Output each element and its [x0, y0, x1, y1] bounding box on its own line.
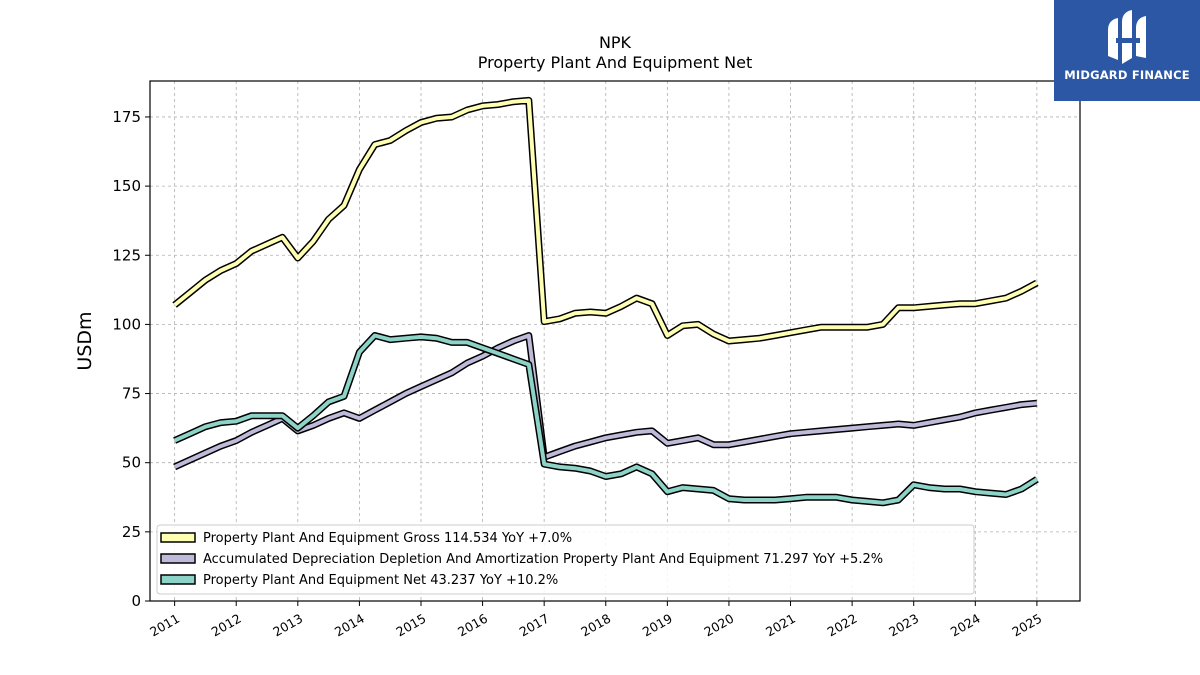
series-lines [172, 96, 1039, 507]
x-tick-label: 2013 [270, 611, 305, 640]
y-tick-label: 75 [122, 385, 141, 403]
legend-box [156, 524, 975, 595]
x-tick-label: 2012 [209, 611, 244, 640]
y-tick-label: 150 [112, 177, 141, 195]
chart-title: NPK [599, 33, 632, 52]
x-tick-label: 2024 [948, 611, 983, 640]
chart-subtitle: Property Plant And Equipment Net [478, 53, 753, 72]
x-tick-label: 2018 [578, 611, 613, 640]
x-tick-label: 2019 [640, 611, 675, 640]
y-tick-label: 0 [131, 592, 141, 610]
logo-text: MIDGARD FINANCE [1064, 68, 1190, 82]
y-tick-label: 100 [112, 315, 141, 333]
y-tick-label: 50 [122, 454, 141, 472]
legend-swatch-0 [160, 532, 196, 543]
legend: Property Plant And Equipment Gross 114.5… [156, 524, 975, 595]
y-tick-label: 175 [112, 108, 141, 126]
y-tick-label: 125 [112, 246, 141, 264]
legend-label-2: Property Plant And Equipment Net 43.237 … [203, 573, 558, 588]
series-line-1 [173, 333, 1038, 469]
x-tick-label: 2016 [455, 611, 490, 640]
x-axis-ticks: 2011 2012 2013 2014 2015 2016 2017 2018 2019 2020… [147, 601, 1044, 640]
x-tick-label: 2011 [147, 611, 182, 640]
y-tick-label: 25 [122, 523, 141, 541]
series-line-0 [173, 98, 1038, 343]
series-line-2 [173, 333, 1038, 505]
x-tick-label: 2020 [701, 611, 736, 640]
x-tick-label: 2017 [517, 611, 552, 640]
x-tick-label: 2023 [886, 611, 921, 640]
y-axis-ticks: 0 25 50 75 100 125 150 175 [112, 108, 150, 610]
logo-mark-icon [1108, 10, 1146, 64]
x-tick-label: 2022 [825, 611, 860, 640]
brand-logo: MIDGARD FINANCE [1054, 0, 1200, 101]
x-tick-label: 2021 [763, 611, 798, 640]
plot-frame [149, 80, 1081, 602]
x-tick-label: 2025 [1009, 611, 1044, 640]
grid [150, 81, 1080, 601]
y-axis-label: USDm [74, 311, 96, 370]
x-tick-label: 2014 [332, 611, 367, 640]
legend-label-0: Property Plant And Equipment Gross 114.5… [203, 531, 572, 546]
x-tick-label: 2015 [393, 611, 428, 640]
legend-swatch-1 [160, 553, 196, 564]
legend-label-1: Accumulated Depreciation Depletion And A… [203, 552, 883, 567]
legend-swatch-2 [160, 574, 196, 585]
